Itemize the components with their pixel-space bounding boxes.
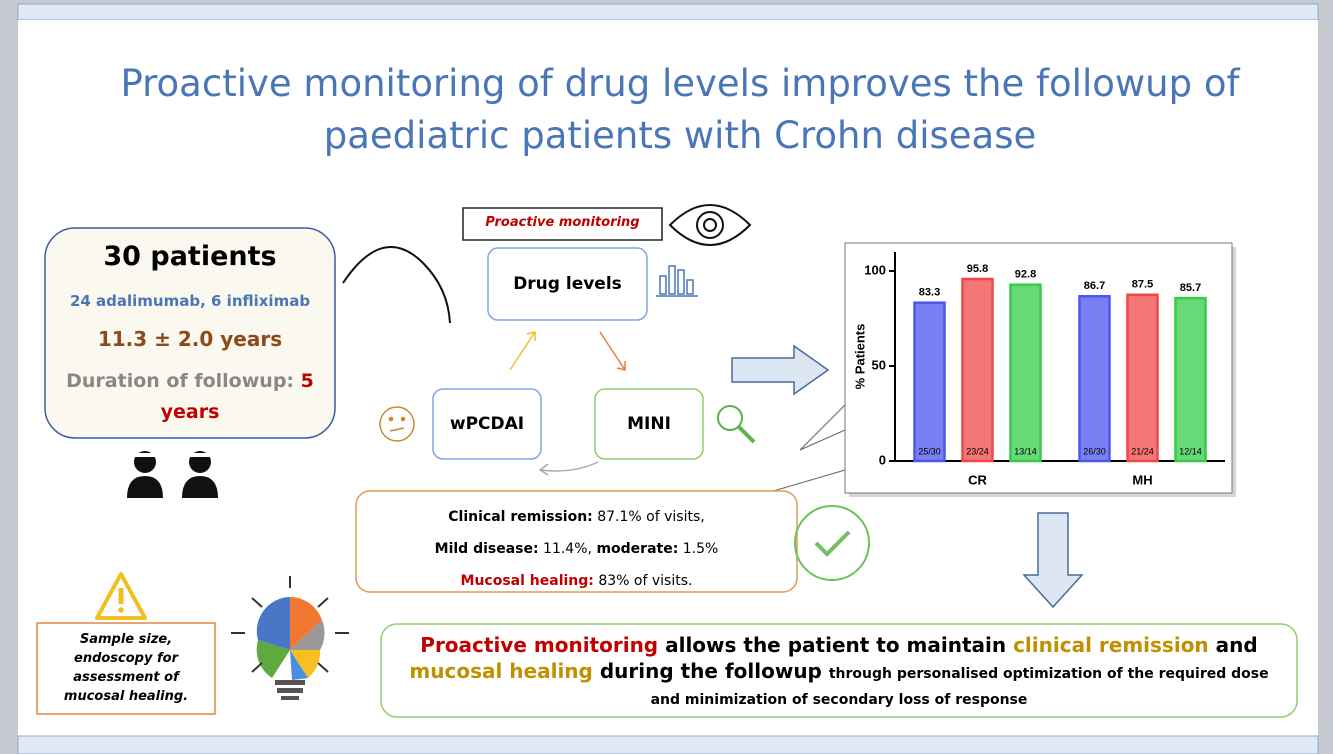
title-line: Proactive monitoring of drug levels impr… (120, 62, 1240, 105)
bar-label: 25/30 (918, 446, 941, 456)
results-box (355, 490, 798, 593)
bar (1009, 283, 1042, 463)
bulb-icon (231, 576, 349, 700)
node-box (432, 388, 542, 460)
node-box (594, 388, 704, 460)
value-label: 95.8 (967, 263, 988, 275)
bar (1078, 295, 1111, 463)
results: Clinical remission: 87.1% of visits, Mil… (356, 501, 797, 597)
patients-box (44, 227, 336, 439)
node-label: wPCDAI (449, 414, 525, 434)
y-tick-label: 100 (864, 262, 886, 277)
top-bar (17, 3, 1319, 21)
patient-count: 30 patients (103, 241, 277, 272)
result-line: Clinical remission: 87.1% of visits, (356, 501, 797, 533)
bar (913, 301, 946, 463)
value-label: 86.7 (1084, 280, 1105, 292)
warning-icon (95, 572, 147, 620)
result-run: 87.1% of visits, (597, 509, 705, 525)
result-run: Mucosal healing: (460, 573, 594, 589)
result-line: Mucosal healing: 83% of visits. (356, 565, 797, 597)
drug-split: 24 adalimumab, 6 infliximab (69, 292, 311, 310)
node-label: Drug levels (513, 274, 622, 294)
bar (1174, 296, 1207, 463)
conclusion: Proactive monitoring allows the patient … (395, 632, 1283, 710)
result-run: Clinical remission: (448, 509, 593, 525)
conclusion-run: clinical remission (1013, 633, 1209, 657)
header-box (462, 207, 663, 241)
bar-label: 23/24 (966, 446, 989, 456)
value-label: 87.5 (1132, 279, 1153, 291)
conclusion-run: Proactive monitoring (420, 633, 659, 657)
node-label: MINI (627, 414, 671, 434)
y-tick-label: 0 (879, 452, 886, 467)
bottom-bar (17, 735, 1319, 754)
value-label: 85.7 (1180, 282, 1201, 294)
bar-label: 21/24 (1131, 446, 1154, 456)
bar-label: 12/14 (1179, 446, 1202, 456)
person-icons (127, 451, 218, 498)
conclusion-run: mucosal healing (409, 659, 593, 683)
conclusion-run: and (1215, 633, 1258, 657)
duration-label: Duration of followup: (66, 370, 295, 392)
result-line: Mild disease: 11.4%, moderate: 1.5% (356, 533, 797, 565)
value-label: 83.3 (919, 287, 940, 299)
bar (1126, 293, 1159, 463)
bar-label: 13/14 (1014, 446, 1037, 456)
x-tick-label: CR (968, 472, 987, 487)
title-line: paediatric patients with Crohn disease (323, 114, 1037, 157)
down-arrow (1022, 512, 1084, 609)
y-tick-label: 50 (872, 357, 886, 372)
conclusion-run: through personalised optimization of the… (650, 666, 1269, 708)
title: Proactive monitoring of drug levels impr… (90, 58, 1270, 162)
duration: Duration of followup: 5 years (60, 366, 320, 428)
chart: 0 50 100 % Patients CR 83.3 25/30 95.8 23/24 92.8… (852, 252, 1225, 487)
result-run: 1.5% (682, 541, 719, 557)
y-axis-label: % Patients (852, 324, 867, 390)
age: 11.3 ± 2.0 years (97, 327, 283, 351)
result-run: 83% of visits. (598, 573, 693, 589)
magnifier-icon (717, 405, 756, 444)
cycle-arrows (509, 331, 626, 476)
x-tick-label: MH (1132, 472, 1152, 487)
cycle-header: Proactive monitoring (485, 215, 640, 230)
conclusion-run: allows the patient to maintain (665, 633, 1007, 657)
callout-lines (769, 399, 851, 493)
face-icon (379, 406, 415, 442)
limitation: Sample size, endoscopy for assessment of… (63, 632, 189, 704)
check-icon (794, 505, 870, 581)
result-run: Mild disease: (434, 541, 539, 557)
bars-icon (656, 265, 698, 297)
right-arrow (731, 344, 830, 396)
value-label: 92.8 (1015, 269, 1036, 281)
result-run: 11.4%, (543, 541, 592, 557)
result-run: moderate: (596, 541, 679, 557)
bar (961, 277, 994, 463)
conclusion-run: during the followup (599, 659, 822, 683)
eye-icon (668, 204, 752, 246)
duration-value: 5 years (160, 370, 314, 423)
conclusion-box (380, 623, 1298, 718)
node-box (487, 247, 648, 321)
bar-label: 26/30 (1083, 446, 1106, 456)
connector-arc (342, 246, 451, 324)
limitation-box (36, 622, 216, 715)
